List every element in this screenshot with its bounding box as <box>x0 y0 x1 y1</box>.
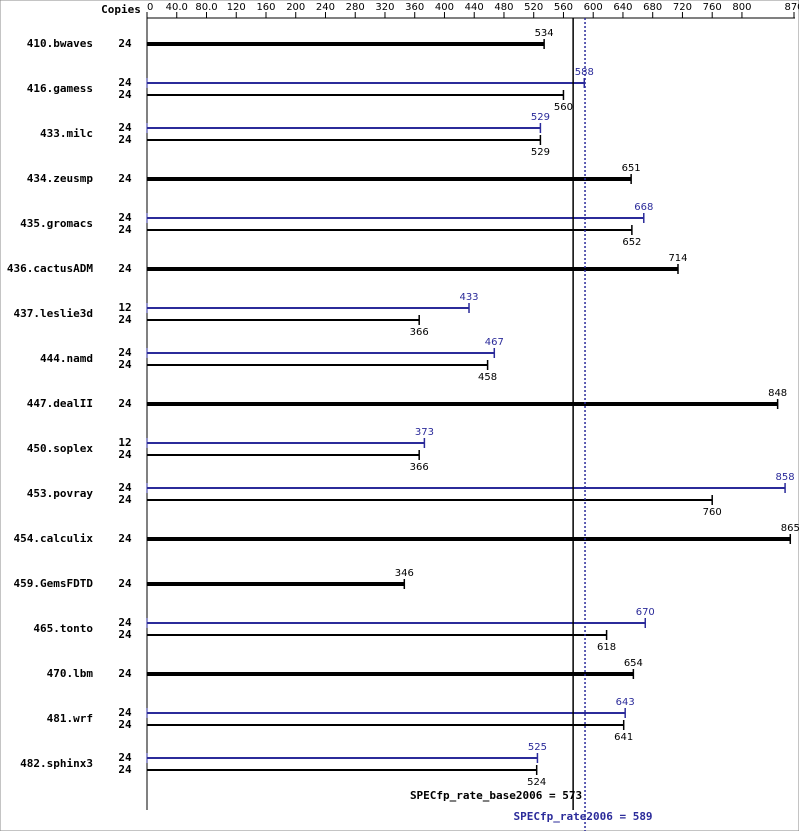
copies-label: 24 <box>118 532 132 545</box>
x-tick-label: 870 <box>784 2 799 13</box>
benchmark-name: 481.wrf <box>47 712 93 725</box>
copies-label: 24 <box>118 628 132 641</box>
benchmark-name: 454.calculix <box>14 532 94 545</box>
copies-label: 24 <box>118 358 132 371</box>
x-tick-label: 400 <box>435 2 454 13</box>
copies-label: 24 <box>118 577 132 590</box>
value-label: 652 <box>622 237 641 248</box>
copies-label: 24 <box>118 448 132 461</box>
copies-label: 24 <box>118 223 132 236</box>
value-label: 858 <box>776 472 795 483</box>
copies-label: 24 <box>118 313 132 326</box>
value-label: 651 <box>622 163 641 174</box>
benchmark-name: 465.tonto <box>33 622 93 635</box>
value-label: 366 <box>410 462 429 473</box>
value-label: 366 <box>410 327 429 338</box>
value-label: 433 <box>459 292 478 303</box>
copies-label: 24 <box>118 667 132 680</box>
x-tick-label: 40.0 <box>166 2 188 13</box>
value-label: 865 <box>781 523 799 534</box>
x-tick-label: 80.0 <box>195 2 217 13</box>
x-tick-label: 160 <box>256 2 275 13</box>
x-tick-label: 760 <box>703 2 722 13</box>
copies-label: 24 <box>118 76 132 89</box>
benchmark-name: 482.sphinx3 <box>20 757 93 770</box>
value-label: 346 <box>395 568 414 579</box>
x-tick-label: 120 <box>227 2 246 13</box>
x-tick-label: 320 <box>375 2 394 13</box>
value-label: 458 <box>478 372 497 383</box>
value-label: 373 <box>415 427 434 438</box>
benchmark-name: 444.namd <box>40 352 93 365</box>
value-label: 714 <box>668 253 687 264</box>
copies-label: 12 <box>118 436 131 449</box>
value-label: 529 <box>531 147 550 158</box>
copies-header: Copies <box>101 3 141 16</box>
x-tick-label: 440 <box>465 2 484 13</box>
copies-label: 24 <box>118 481 132 494</box>
x-tick-label: 240 <box>316 2 335 13</box>
x-tick-label: 680 <box>643 2 662 13</box>
benchmark-name: 470.lbm <box>47 667 94 680</box>
copies-label: 24 <box>118 616 132 629</box>
value-label: 560 <box>554 102 573 113</box>
copies-label: 24 <box>118 37 132 50</box>
x-tick-label: 0 <box>147 2 153 13</box>
copies-label: 24 <box>118 397 132 410</box>
value-label: 670 <box>636 607 655 618</box>
x-tick-label: 560 <box>554 2 573 13</box>
value-label: 643 <box>616 697 635 708</box>
benchmark-name: 447.dealII <box>27 397 93 410</box>
benchmark-name: 433.milc <box>40 127 93 140</box>
copies-label: 24 <box>118 718 132 731</box>
x-tick-label: 600 <box>584 2 603 13</box>
copies-label: 24 <box>118 121 132 134</box>
copies-label: 24 <box>118 211 132 224</box>
copies-label: 24 <box>118 133 132 146</box>
benchmark-name: 450.soplex <box>27 442 94 455</box>
value-label: 654 <box>624 658 643 669</box>
value-label: 641 <box>614 732 633 743</box>
benchmark-name: 435.gromacs <box>20 217 93 230</box>
value-label: 534 <box>535 28 554 39</box>
x-tick-label: 480 <box>494 2 513 13</box>
copies-label: 24 <box>118 262 132 275</box>
value-label: 588 <box>575 67 594 78</box>
reference-label: SPECfp_rate2006 = 589 <box>513 810 652 823</box>
value-label: 618 <box>597 642 616 653</box>
benchmark-name: 437.leslie3d <box>14 307 93 320</box>
copies-label: 24 <box>118 346 132 359</box>
x-tick-label: 200 <box>286 2 305 13</box>
reference-label: SPECfp_rate_base2006 = 573 <box>410 789 582 802</box>
copies-label: 24 <box>118 763 132 776</box>
copies-label: 24 <box>118 706 132 719</box>
benchmark-name: 416.gamess <box>27 82 93 95</box>
x-tick-label: 800 <box>732 2 751 13</box>
benchmark-name: 434.zeusmp <box>27 172 94 185</box>
copies-label: 24 <box>118 493 132 506</box>
value-label: 524 <box>527 777 546 788</box>
value-label: 760 <box>703 507 722 518</box>
benchmark-name: 436.cactusADM <box>7 262 93 275</box>
value-label: 668 <box>634 202 653 213</box>
copies-label: 12 <box>118 301 131 314</box>
benchmark-name: 410.bwaves <box>27 37 93 50</box>
value-label: 848 <box>768 388 787 399</box>
x-tick-label: 520 <box>524 2 543 13</box>
value-label: 525 <box>528 742 547 753</box>
benchmark-name: 453.povray <box>27 487 94 500</box>
benchmark-name: 459.GemsFDTD <box>14 577 94 590</box>
value-label: 467 <box>485 337 504 348</box>
x-tick-label: 280 <box>346 2 365 13</box>
copies-label: 24 <box>118 172 132 185</box>
value-label: 529 <box>531 112 550 123</box>
x-tick-label: 360 <box>405 2 424 13</box>
copies-label: 24 <box>118 88 132 101</box>
x-tick-label: 720 <box>673 2 692 13</box>
copies-label: 24 <box>118 751 132 764</box>
x-tick-label: 640 <box>613 2 632 13</box>
